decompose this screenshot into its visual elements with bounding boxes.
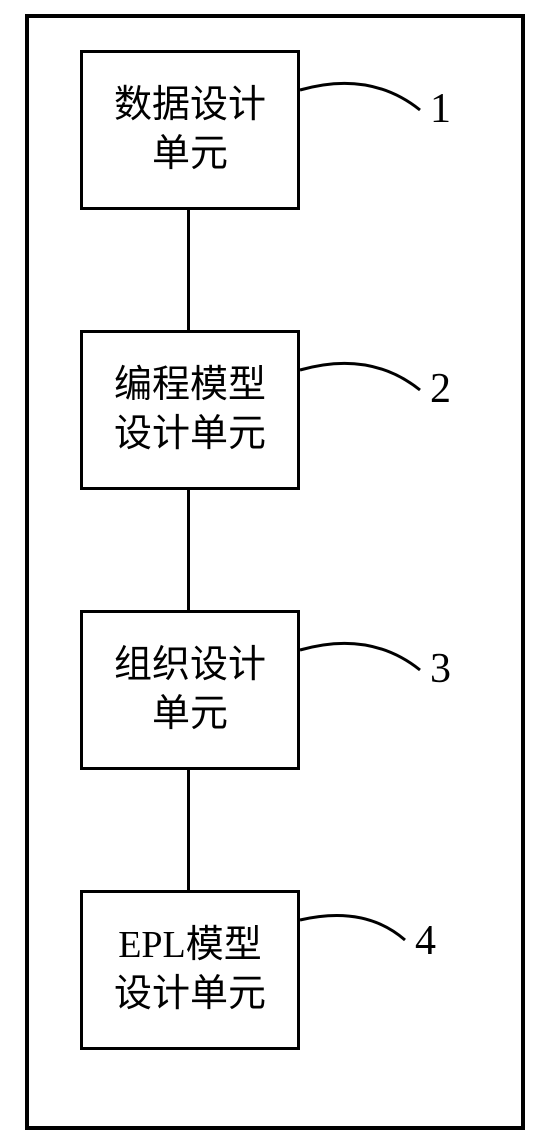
node-programming-model-design-unit: 编程模型 设计单元 — [80, 330, 300, 490]
node-data-design-unit: 数据设计 单元 — [80, 50, 300, 210]
node-epl-model-design-unit: EPL模型 设计单元 — [80, 890, 300, 1050]
node-label: 组织设计 单元 — [114, 641, 266, 740]
callout-4 — [296, 901, 409, 944]
callout-2 — [296, 346, 424, 394]
callout-number-2: 2 — [430, 365, 451, 413]
callout-number-4: 4 — [415, 917, 436, 965]
connector-2-3 — [187, 490, 190, 610]
node-label: 数据设计 单元 — [114, 81, 266, 180]
diagram-canvas: 数据设计 单元 编程模型 设计单元 组织设计 单元 EPL模型 设计单元 1 2… — [0, 0, 547, 1142]
node-organization-design-unit: 组织设计 单元 — [80, 610, 300, 770]
node-label: 编程模型 设计单元 — [114, 361, 266, 460]
callout-number-3: 3 — [430, 645, 451, 693]
node-label: EPL模型 设计单元 — [114, 921, 266, 1020]
callout-1 — [296, 66, 424, 114]
callout-number-1: 1 — [430, 85, 451, 133]
connector-3-4 — [187, 770, 190, 890]
callout-3 — [296, 626, 424, 674]
connector-1-2 — [187, 210, 190, 330]
